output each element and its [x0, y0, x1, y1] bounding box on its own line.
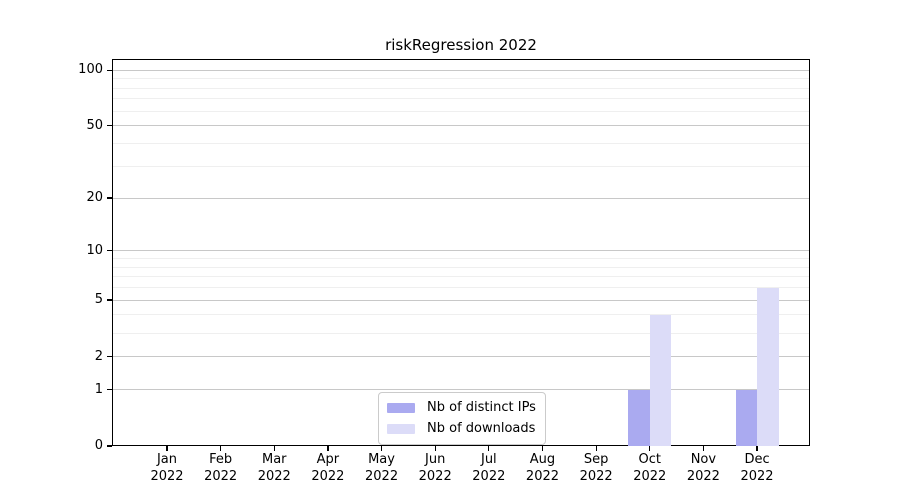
x-tick-month: Apr	[316, 452, 340, 467]
plot-area	[112, 59, 810, 446]
x-tick-year: 2022	[418, 469, 452, 484]
minor-gridline	[113, 78, 809, 80]
y-tick-mark	[107, 299, 112, 301]
x-tick-month: Jul	[480, 452, 497, 467]
x-tick-mark	[756, 446, 758, 451]
y-tick-mark	[107, 125, 112, 127]
major-gridline	[113, 125, 809, 127]
y-tick-mark	[107, 69, 112, 71]
major-gridline	[113, 299, 809, 301]
x-tick-year: 2022	[633, 469, 667, 484]
major-gridline	[113, 356, 809, 358]
x-tick-label: Sep 2022	[566, 451, 626, 485]
x-tick-mark	[541, 446, 544, 451]
x-tick-month: Mar	[262, 452, 287, 467]
legend-swatch-downloads	[387, 423, 415, 434]
x-tick-month: Sep	[583, 452, 609, 467]
x-tick-label: Oct 2022	[620, 451, 680, 485]
y-tick-label: 10	[86, 242, 103, 258]
legend-label-downloads: Nb of downloads	[427, 421, 536, 436]
x-tick-mark	[220, 446, 222, 451]
bar-nb-of-distinct-ips-oct	[628, 389, 650, 446]
x-tick-label: May 2022	[352, 451, 412, 485]
bar-nb-of-distinct-ips-dec	[735, 389, 758, 446]
x-tick-year: 2022	[686, 469, 720, 484]
x-tick-month: Aug	[529, 452, 556, 467]
y-tick-label: 0	[94, 438, 103, 453]
x-tick-label: Aug 2022	[512, 451, 572, 485]
minor-gridline	[113, 332, 809, 334]
minor-gridline	[113, 98, 809, 100]
major-gridline	[113, 197, 809, 199]
x-tick-label: Mar 2022	[244, 451, 304, 485]
x-tick-label: Jun 2022	[405, 451, 465, 485]
x-tick-mark	[166, 446, 168, 451]
x-tick-mark	[273, 446, 275, 451]
x-tick-mark	[488, 446, 490, 451]
y-tick-mark	[107, 355, 112, 358]
bar-nb-of-downloads-oct	[649, 314, 672, 446]
y-tick-label: 5	[94, 292, 103, 308]
legend: Nb of distinct IPs Nb of downloads	[378, 392, 546, 445]
legend-item-downloads: Nb of downloads	[387, 418, 536, 439]
minor-gridline	[113, 266, 809, 268]
x-tick-mark	[595, 446, 597, 451]
x-tick-year: 2022	[311, 469, 345, 484]
x-tick-label: Dec 2022	[727, 451, 787, 485]
chart-title: riskRegression 2022	[385, 36, 537, 54]
y-tick-label: 1	[94, 381, 103, 397]
y-tick-label: 20	[86, 190, 103, 206]
x-tick-year: 2022	[579, 469, 613, 484]
x-tick-year: 2022	[204, 469, 238, 484]
legend-swatch-distinct-ips	[387, 402, 415, 413]
x-tick-label: Jan 2022	[137, 451, 197, 485]
y-tick-mark	[107, 250, 112, 252]
minor-gridline	[113, 276, 809, 278]
major-gridline	[113, 250, 809, 252]
minor-gridline	[113, 165, 809, 167]
x-tick-mark	[327, 446, 329, 451]
bar-nb-of-downloads-dec	[757, 287, 779, 446]
x-tick-month: Jun	[425, 452, 446, 467]
x-tick-mark	[380, 446, 383, 451]
x-tick-month: Oct	[638, 452, 661, 467]
x-tick-year: 2022	[472, 469, 506, 484]
x-tick-mark	[649, 446, 651, 451]
x-tick-label: Feb 2022	[191, 451, 251, 485]
legend-label-distinct-ips: Nb of distinct IPs	[427, 400, 536, 415]
y-tick-label: 2	[94, 348, 103, 364]
x-tick-month: Feb	[209, 452, 233, 467]
x-tick-label: Jul 2022	[459, 451, 519, 485]
x-tick-month: Dec	[744, 452, 770, 467]
minor-gridline	[113, 287, 809, 289]
x-tick-month: Jan	[156, 452, 178, 467]
legend-item-distinct-ips: Nb of distinct IPs	[387, 397, 536, 418]
x-tick-label: Apr 2022	[298, 451, 358, 485]
y-tick-mark	[107, 197, 112, 199]
y-tick-mark	[107, 445, 112, 447]
y-tick-label: 100	[78, 62, 103, 78]
minor-gridline	[113, 87, 809, 89]
major-gridline	[113, 69, 809, 71]
x-tick-month: Nov	[690, 452, 717, 467]
x-tick-year: 2022	[257, 469, 291, 484]
minor-gridline	[113, 258, 809, 259]
x-tick-year: 2022	[740, 469, 774, 484]
x-tick-year: 2022	[150, 469, 184, 484]
y-tick-mark	[107, 388, 112, 391]
x-tick-mark	[702, 446, 704, 451]
major-gridline	[113, 389, 809, 391]
x-tick-year: 2022	[525, 469, 560, 484]
x-tick-month: May	[368, 452, 395, 467]
minor-gridline	[113, 314, 809, 316]
x-tick-year: 2022	[365, 469, 399, 484]
x-tick-mark	[434, 446, 436, 451]
x-tick-label: Nov 2022	[673, 451, 733, 485]
minor-gridline	[113, 110, 809, 112]
minor-gridline	[113, 143, 809, 145]
y-tick-label: 50	[86, 117, 103, 133]
